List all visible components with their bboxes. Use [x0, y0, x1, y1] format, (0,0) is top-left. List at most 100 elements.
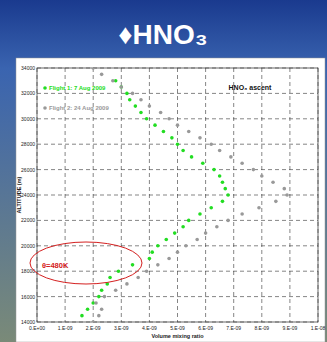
data-point — [274, 200, 278, 204]
data-point — [117, 269, 121, 273]
data-point — [198, 136, 202, 140]
data-point — [226, 193, 230, 197]
data-point — [176, 123, 180, 127]
data-point — [218, 149, 222, 153]
data-point — [187, 219, 191, 223]
y-tick-label: 24000 — [21, 192, 35, 198]
data-point — [201, 161, 205, 165]
data-point — [134, 104, 138, 108]
data-point — [209, 206, 213, 210]
y-tick-label: 26000 — [21, 167, 35, 173]
data-point — [111, 79, 115, 83]
legend-label: Flight 2: 24 Aug 2009 — [49, 105, 109, 111]
x-tick-label: 7.E-09 — [226, 325, 241, 331]
data-point — [223, 187, 227, 191]
data-point — [156, 244, 160, 248]
data-point — [108, 276, 112, 280]
data-point — [221, 200, 225, 204]
data-point — [97, 314, 101, 318]
y-tick-label: 34000 — [21, 65, 35, 71]
data-point — [190, 155, 194, 159]
data-point — [131, 92, 135, 96]
x-tick-label: 4.E-09 — [142, 325, 157, 331]
grid-line-y — [37, 245, 318, 246]
data-point — [100, 73, 104, 77]
data-point — [204, 231, 208, 235]
x-axis-label: Volume mixing ratio — [151, 333, 204, 339]
data-point — [195, 238, 199, 242]
data-point — [100, 288, 104, 292]
data-point — [162, 130, 166, 134]
grid-line-y — [37, 195, 318, 196]
data-point — [103, 295, 107, 299]
data-point — [218, 174, 222, 178]
data-point — [131, 263, 135, 267]
data-point — [100, 308, 104, 312]
x-tick-label: 0.E+00 — [29, 325, 45, 331]
data-point — [91, 320, 95, 322]
data-point — [209, 142, 213, 146]
grid-line-y — [37, 220, 318, 221]
legend-marker — [43, 86, 47, 90]
x-tick-label: 3.E-09 — [114, 325, 129, 331]
data-point — [285, 193, 289, 197]
data-point — [184, 244, 188, 248]
data-point — [215, 225, 219, 229]
y-tick-label: 22000 — [21, 217, 35, 223]
data-point — [139, 111, 143, 115]
y-tick-label: 18000 — [21, 268, 35, 274]
chart-svg: ♦HNO₃0.E+001.E-092.E-093.E-094.E-095.E-0… — [0, 0, 327, 342]
data-point — [136, 276, 140, 280]
data-point — [221, 181, 225, 185]
y-tick-label: 16000 — [21, 294, 35, 300]
data-point — [145, 117, 149, 121]
data-point — [148, 257, 152, 261]
data-point — [173, 231, 177, 235]
title: ♦HNO₃ — [118, 19, 207, 50]
data-point — [159, 111, 163, 115]
data-point — [282, 187, 286, 191]
data-point — [125, 282, 129, 286]
x-tick-label: 6.E-09 — [198, 325, 213, 331]
data-point — [181, 149, 185, 153]
data-point — [226, 219, 230, 223]
legend-marker — [43, 106, 47, 110]
data-point — [271, 181, 275, 185]
annotation: HNO₃ ascent — [229, 84, 273, 91]
data-point — [212, 168, 216, 172]
data-point — [156, 263, 160, 267]
points-group — [80, 68, 289, 322]
data-point — [170, 136, 174, 140]
annotation: θ=480K — [42, 261, 69, 270]
y-tick-label: 14000 — [21, 319, 35, 325]
data-point — [240, 212, 244, 216]
data-point — [176, 250, 180, 254]
x-tick-label: 8.E-09 — [254, 325, 269, 331]
grid-line-y — [37, 271, 318, 272]
data-point — [198, 212, 202, 216]
data-point — [167, 257, 171, 261]
data-point — [252, 168, 256, 172]
data-point — [153, 123, 157, 127]
data-point — [120, 85, 124, 89]
data-point — [150, 250, 154, 254]
x-tick-label: 1.E-09 — [58, 325, 73, 331]
y-axis-label: ALTITUDE (m) — [16, 176, 22, 213]
grid-line-y — [37, 93, 318, 94]
data-point — [128, 98, 132, 102]
y-tick-label: 28000 — [21, 141, 35, 147]
chart-panel — [16, 58, 325, 342]
data-point — [148, 104, 152, 108]
y-tick-label: 20000 — [21, 243, 35, 249]
grid-line-y — [37, 296, 318, 297]
data-point — [145, 269, 149, 273]
data-point — [229, 155, 233, 159]
data-point — [181, 225, 185, 229]
data-point — [80, 314, 84, 318]
data-point — [167, 117, 171, 121]
data-point — [139, 98, 143, 102]
data-point — [94, 301, 98, 305]
data-point — [187, 130, 191, 134]
grid-line-y — [37, 118, 318, 119]
data-point — [260, 174, 264, 178]
